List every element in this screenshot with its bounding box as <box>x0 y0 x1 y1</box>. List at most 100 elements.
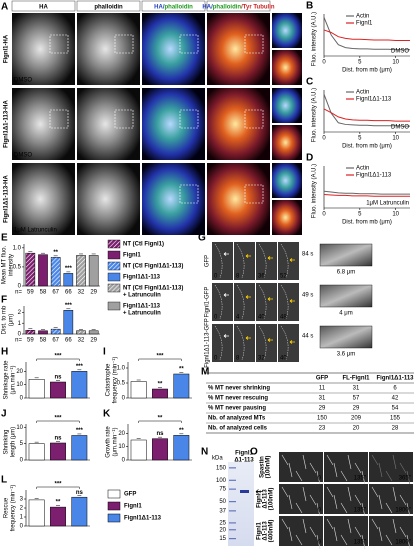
table-cell: 54 <box>392 406 399 412</box>
bar <box>28 443 45 461</box>
bar <box>76 255 86 287</box>
lane-label: Fignl1 <box>235 451 253 457</box>
row-label: Δ1-113 <box>263 489 269 509</box>
header-part: phalloidin <box>165 4 194 10</box>
zoom-image <box>272 200 302 235</box>
header-part: HA/ <box>202 4 213 10</box>
bar <box>173 435 190 461</box>
column-header: HA/phalloidin <box>154 4 193 10</box>
zoom-box <box>49 34 69 54</box>
length-label: 3.6 μm <box>337 352 355 358</box>
condition-label: DMSO <box>14 153 32 159</box>
microtubule <box>288 462 293 478</box>
arrow <box>289 299 295 303</box>
microtubule <box>309 526 317 538</box>
column-header: GFP <box>316 376 328 382</box>
arrow <box>245 295 251 299</box>
x-tick-label: 0 <box>322 136 326 142</box>
table-cell: 31 <box>353 386 360 392</box>
table-cell: 29 <box>319 406 326 412</box>
tirf-frame <box>279 484 323 514</box>
y-axis-label: Fluo. intensity (A.U.) <box>312 12 318 66</box>
row-label: Fignl1 <box>257 490 263 508</box>
line-series <box>323 190 410 195</box>
bar <box>63 310 74 335</box>
ladder-label: 75 <box>219 487 226 493</box>
zoom-image <box>272 163 302 198</box>
bar <box>152 438 168 461</box>
y-tick-label: 0.5 <box>117 381 126 387</box>
y-tick-label: 10 <box>118 444 125 450</box>
column-header: FL-Fignl1 <box>343 376 371 382</box>
arrow <box>245 336 251 340</box>
y-axis-label: (μm.min⁻¹) <box>113 428 119 457</box>
y-axis-label: Shrinking <box>4 429 10 454</box>
movie-frame <box>256 283 277 321</box>
ladder-label: 50 <box>219 499 226 505</box>
column-header: phalloidin <box>94 4 123 10</box>
n-label: 58 <box>40 338 47 344</box>
micrograph <box>12 88 75 160</box>
microtubule <box>302 486 307 502</box>
y-tick-label: 1.0 <box>13 245 22 251</box>
bar <box>63 273 74 287</box>
y-tick-label: 0 <box>20 396 24 402</box>
y-axis-label: Mean MT fluo. <box>2 246 8 285</box>
y-tick-label: 3 <box>20 497 24 503</box>
tirf-frame <box>324 516 368 546</box>
bar <box>88 255 99 287</box>
micrograph <box>12 163 75 235</box>
movie-frame <box>234 283 255 321</box>
micrograph <box>207 163 270 235</box>
panel-letter: K <box>103 409 111 420</box>
significance: *** <box>54 416 62 422</box>
n-label: 67 <box>52 290 59 296</box>
zoom-box <box>114 34 134 54</box>
ladder-label: 100 <box>216 478 227 484</box>
line-series <box>323 194 410 197</box>
annotation: 1μM Latrunculin <box>366 201 409 207</box>
panel-letter: J <box>1 409 7 420</box>
row-label: Fignl1Δ1-113-HA <box>4 175 10 223</box>
n-label: 32 <box>78 290 85 296</box>
significance: ** <box>179 428 184 434</box>
kymograph <box>319 325 373 349</box>
microtubule <box>340 534 348 546</box>
microtubule <box>399 494 407 506</box>
y-tick-label: 0 <box>20 458 24 464</box>
lane-label: Δ1-113 <box>234 458 254 464</box>
n-label: 32 <box>78 338 85 344</box>
x-tick-label: 10 <box>392 136 399 142</box>
ladder-label: 37 <box>219 508 226 514</box>
microtubule <box>326 518 334 530</box>
bar <box>25 329 36 335</box>
x-tick-label: 5 <box>358 60 362 66</box>
bar <box>50 506 66 527</box>
legend-label: Fignl1 <box>123 253 141 259</box>
n-label: 66 <box>65 338 72 344</box>
panel-letter: O <box>250 447 258 458</box>
microtubule <box>288 494 293 510</box>
table-cell: 6 <box>393 386 397 392</box>
micrograph <box>12 13 75 85</box>
microtubule <box>354 494 362 506</box>
legend-label: Fignl1Δ1-113 <box>356 173 392 179</box>
legend-swatch <box>107 272 121 282</box>
row-label: GFP <box>205 255 211 267</box>
y-axis-label: length (μm) <box>11 427 17 457</box>
movie-frame <box>256 242 277 280</box>
microtubule <box>326 486 334 498</box>
microtubule <box>399 462 407 474</box>
n-label: 59 <box>27 290 34 296</box>
ladder-label: 15 <box>219 536 226 542</box>
tirf-frame <box>279 452 323 482</box>
time-label: 1800'' <box>395 540 411 546</box>
microtubule <box>406 502 411 518</box>
micrograph <box>77 163 140 235</box>
microtubule <box>316 534 321 550</box>
row-label: Fignl1-GFP <box>205 287 211 318</box>
panel-letter: E <box>1 233 8 244</box>
time-label: 0 <box>214 356 218 362</box>
n-label: 29 <box>90 338 97 344</box>
bracket <box>36 358 80 361</box>
